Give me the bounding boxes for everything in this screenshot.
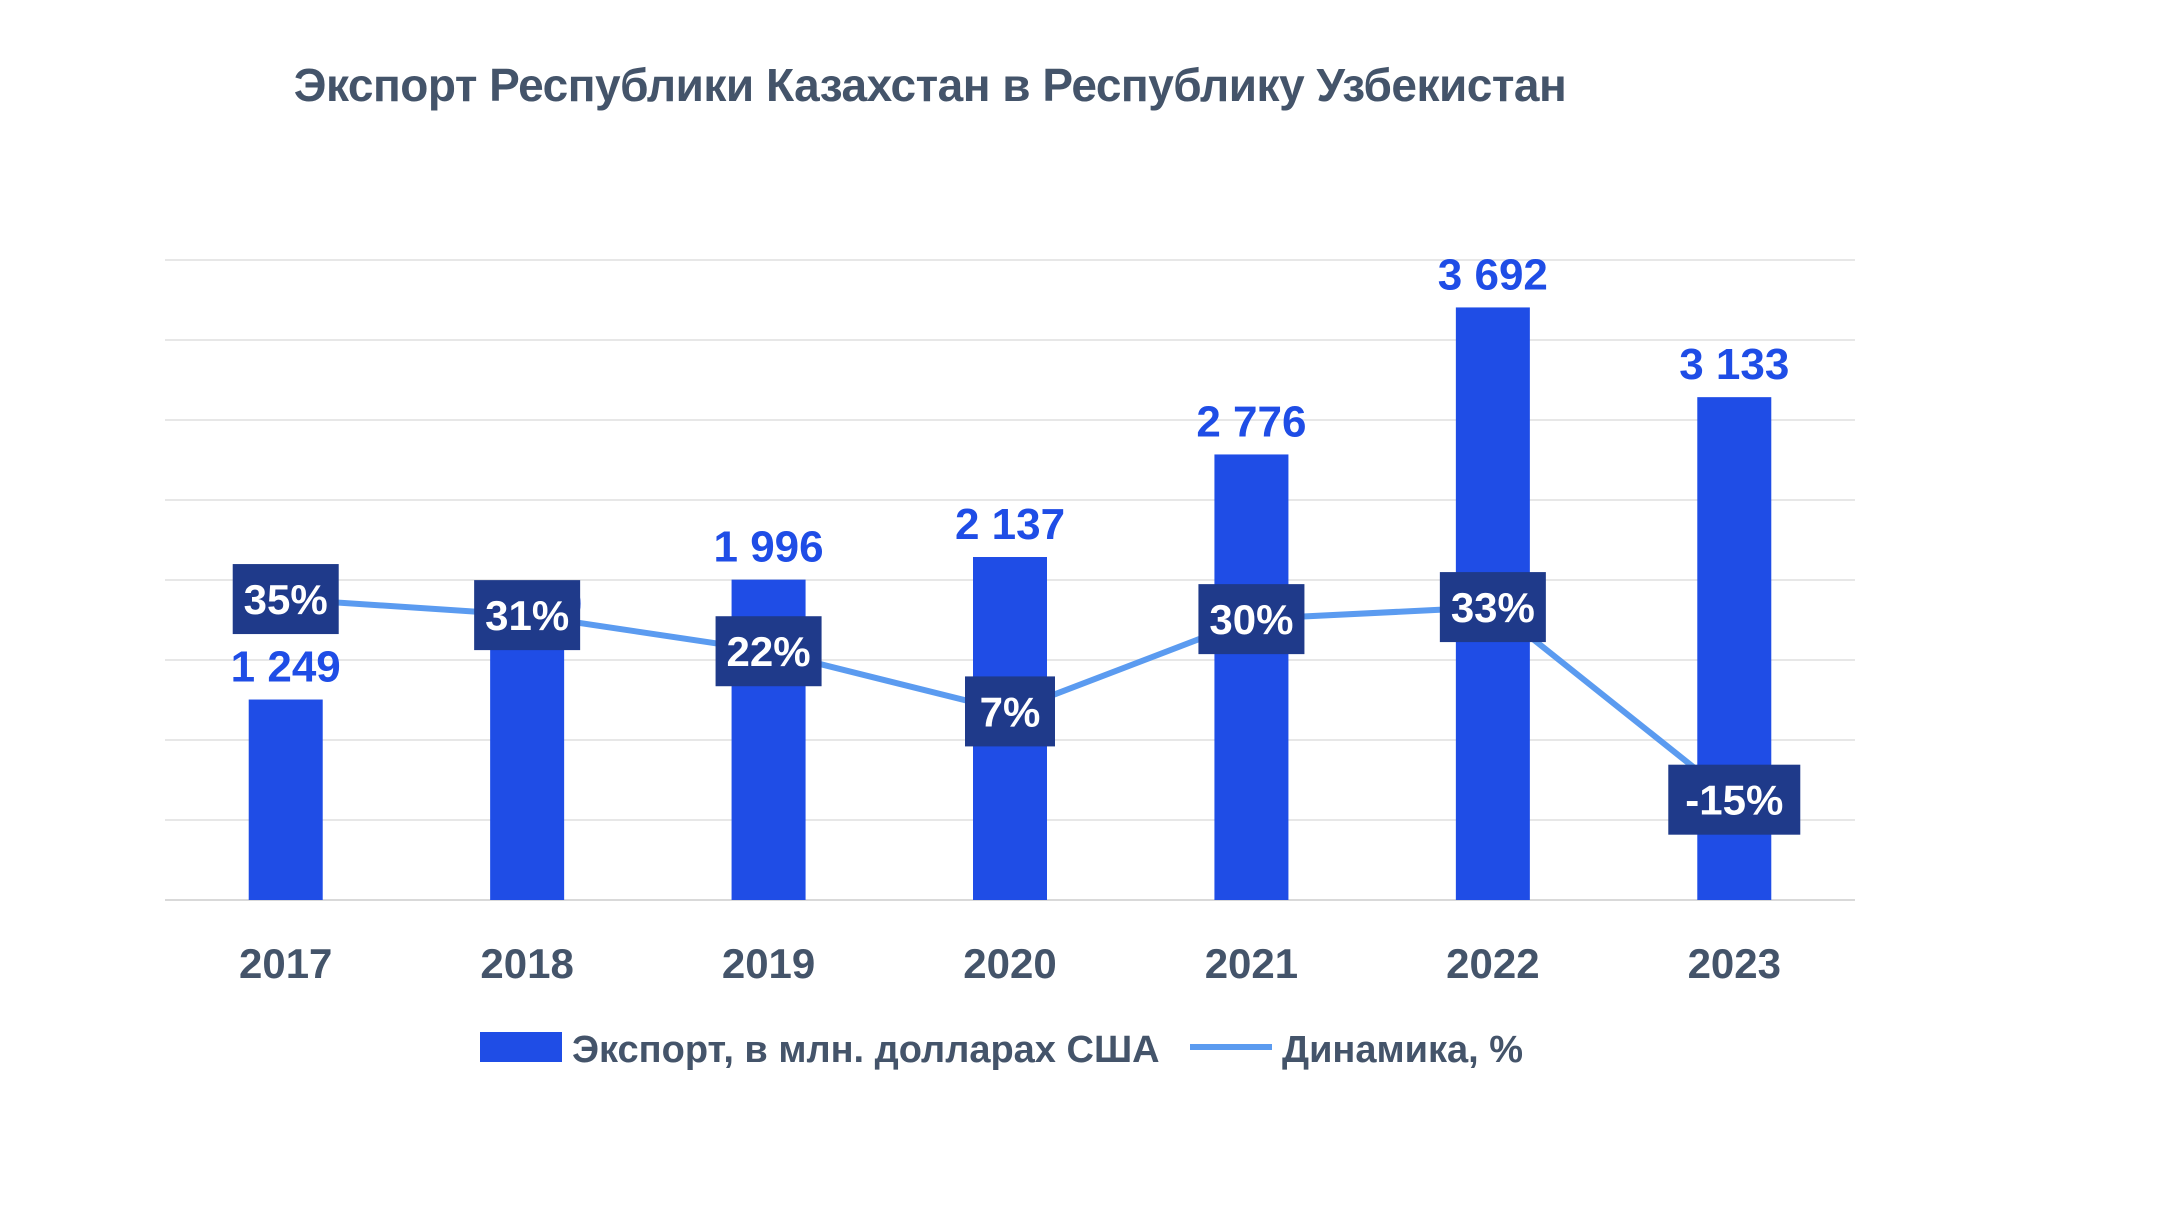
x-tick-label: 2022 <box>1446 940 1539 987</box>
dynamics-label: 30% <box>1198 584 1305 655</box>
dynamics-label-text: 35% <box>244 576 328 623</box>
chart-title: Экспорт Республики Казахстан в Республик… <box>293 59 1567 111</box>
legend-bar-label: Экспорт, в млн. долларах США <box>572 1029 1160 1071</box>
dynamics-label-box <box>715 616 822 687</box>
x-tick-label: 2020 <box>963 940 1056 987</box>
bar-value-label: 3 133 <box>1679 340 1789 389</box>
x-tick-label: 2019 <box>722 940 815 987</box>
dynamics-label: 35% <box>232 564 339 635</box>
bar-value-label: 2 137 <box>955 500 1065 549</box>
bar <box>1214 454 1289 900</box>
bar-series <box>248 307 1772 901</box>
dynamics-label: -15% <box>1668 764 1801 835</box>
dynamics-label-text: 7% <box>980 688 1041 735</box>
dynamics-label-text: 30% <box>1209 596 1293 643</box>
bar <box>248 699 323 900</box>
dynamics-label: 33% <box>1439 572 1546 643</box>
x-tick-label: 2023 <box>1688 940 1781 987</box>
bar-value-label: 2 776 <box>1196 397 1306 446</box>
legend: Экспорт, в млн. долларах США Динамика, % <box>480 1029 1523 1071</box>
dynamics-label-text: 33% <box>1451 584 1535 631</box>
x-axis-ticks: 2017 2018 2019 2020 2021 2022 2023 <box>239 940 1781 987</box>
legend-bar-swatch <box>480 1032 562 1062</box>
bar-value-label: 3 692 <box>1438 250 1548 299</box>
dynamics-label: 7% <box>965 676 1055 747</box>
dynamics-label-text: 31% <box>485 592 569 639</box>
x-tick-label: 2017 <box>239 940 332 987</box>
dynamics-label-box <box>474 580 581 651</box>
bar-value-label: 1 996 <box>714 523 824 572</box>
dynamics-label-box <box>1668 764 1801 835</box>
bar-value-label: 1 249 <box>231 643 341 692</box>
x-tick-label: 2018 <box>480 940 573 987</box>
dynamics-labels: 35% 31% 22% 7% 30% 33% -15% <box>232 564 1801 835</box>
dynamics-label-box <box>1198 584 1305 655</box>
dynamics-label-box <box>1439 572 1546 643</box>
dynamics-label: 31% <box>474 580 581 651</box>
x-tick-label: 2021 <box>1205 940 1298 987</box>
dynamics-label: 22% <box>715 616 822 687</box>
dynamics-label-box <box>232 564 339 635</box>
legend-line-label: Динамика, % <box>1282 1029 1523 1071</box>
dynamics-label-text: -15% <box>1685 777 1783 824</box>
bar <box>490 636 565 900</box>
dynamics-label-box <box>965 676 1055 747</box>
dynamics-label-text: 22% <box>727 628 811 675</box>
